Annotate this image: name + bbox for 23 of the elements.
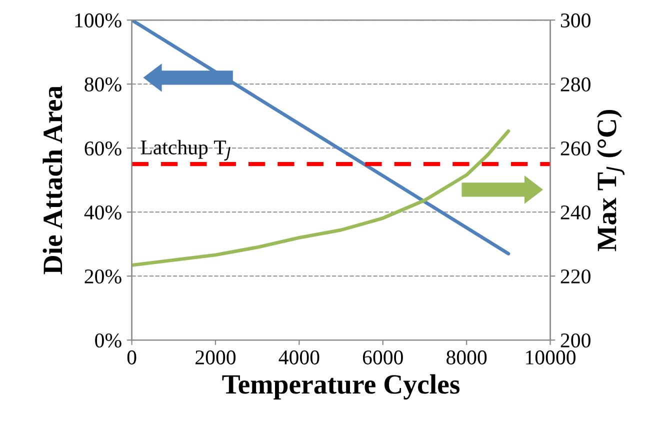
y-tick-label: 40% (84, 205, 122, 220)
y2-tick-label: 240 (560, 205, 590, 220)
y-tick-label: 80% (84, 77, 122, 92)
y2-tick-label: 300 (560, 13, 590, 28)
y2-tick-label: 200 (560, 333, 590, 348)
y2-axis-title: Max T$_{J}$ (°C) (596, 110, 625, 252)
y-axis-title: Die Attach Area (42, 86, 62, 274)
y2-tick-label: 280 (560, 77, 590, 92)
x-tick-label: 0 (127, 350, 136, 364)
x-tick-label: 6000 (362, 350, 403, 364)
x-tick-label: 8000 (446, 350, 487, 364)
y-tick-label: 20% (84, 269, 122, 284)
y-tick-label: 0% (95, 333, 122, 348)
y-tick-label: 100% (75, 13, 122, 28)
x-axis-title: Temperature Cycles (222, 374, 460, 400)
ref-line-label: Latchup T$_{J}$ (140, 140, 230, 161)
y2-tick-label: 260 (560, 141, 590, 156)
y-tick-label: 60% (84, 141, 122, 156)
line-series (132, 129, 510, 267)
x-tick-label: 10000 (526, 350, 576, 364)
x-tick-label: 2000 (196, 350, 236, 364)
y2-tick-label: 220 (560, 269, 590, 284)
x-tick-label: 4000 (278, 350, 320, 364)
